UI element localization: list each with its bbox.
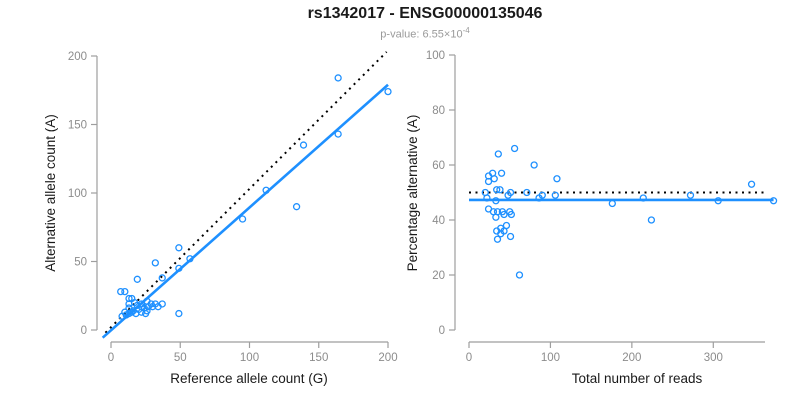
data-point (493, 235, 502, 243)
data-point (608, 199, 616, 208)
data-point (158, 274, 166, 282)
data-point (128, 308, 136, 316)
pvalue-subtitle: p-value: 6.55×10-4 (380, 26, 469, 41)
data-point (506, 188, 515, 197)
data-point (151, 259, 159, 267)
data-point (118, 312, 126, 320)
x-axis-title: Reference allele count (G) (170, 371, 328, 386)
data-point (483, 194, 491, 202)
y-tick-label: 200 (68, 51, 87, 63)
data-point (484, 177, 493, 186)
data-point (686, 191, 695, 199)
data-point (497, 169, 506, 177)
data-point (121, 287, 129, 296)
y-tick-label: 50 (74, 257, 87, 269)
x-tick-label: 200 (622, 352, 641, 364)
data-point (492, 213, 500, 221)
data-point (496, 186, 504, 194)
data-point (143, 307, 151, 315)
y-tick-label: 150 (68, 120, 87, 132)
data-point (551, 191, 559, 199)
data-point (507, 210, 515, 219)
data-point (158, 300, 166, 308)
data-point (175, 264, 183, 273)
data-point (334, 130, 342, 138)
x-tick-label: 200 (378, 352, 397, 364)
data-point (133, 301, 141, 309)
data-point (494, 150, 502, 158)
data-point (530, 161, 538, 169)
y-tick-label: 20 (432, 270, 445, 282)
data-point (497, 230, 505, 238)
identity-line (104, 51, 388, 334)
data-point (714, 197, 722, 205)
y-tick-label: 80 (432, 105, 445, 117)
data-point (510, 144, 519, 153)
y-tick-label: 0 (439, 325, 445, 337)
y-axis-title: Alternative allele count (A) (43, 114, 58, 272)
fit-line (101, 83, 389, 339)
data-point (523, 188, 531, 197)
y-tick-label: 0 (81, 325, 87, 337)
data-point (506, 232, 515, 241)
x-tick-label: 100 (240, 352, 259, 364)
x-tick-label: 300 (704, 352, 723, 364)
data-point (553, 175, 561, 183)
data-point (769, 197, 778, 205)
y-tick-label: 100 (68, 188, 87, 200)
data-point (186, 255, 194, 263)
data-point (334, 74, 342, 82)
data-point (747, 180, 756, 188)
data-point (262, 186, 270, 194)
y-tick-label: 60 (432, 160, 445, 172)
data-point (493, 186, 501, 194)
data-point (515, 271, 524, 279)
data-point (175, 244, 183, 252)
data-point (117, 287, 125, 296)
data-point (639, 194, 647, 202)
x-tick-label: 0 (466, 352, 472, 364)
data-point (500, 210, 508, 219)
pvalue-exponent: -4 (462, 26, 470, 35)
x-axis-title: Total number of reads (572, 371, 703, 386)
data-point (133, 275, 141, 283)
x-tick-label: 0 (108, 352, 114, 364)
data-point (490, 175, 498, 183)
x-tick-label: 100 (541, 352, 560, 364)
pvalue-text: p-value: 6.55×10 (380, 28, 463, 41)
y-tick-label: 40 (432, 215, 445, 227)
page-title: rs1342017 - ENSG00000135046 (307, 5, 543, 22)
data-point (299, 141, 308, 149)
data-point (647, 216, 656, 224)
x-tick-label: 50 (174, 352, 187, 364)
x-tick-label: 150 (309, 352, 328, 364)
left-allele-count-plot: 0 50 100 150 200 0 50 100 150 200 Reference allele… (43, 51, 398, 386)
data-point (384, 87, 392, 96)
y-axis-title: Percentage alternative (A) (405, 115, 420, 272)
data-point (292, 203, 301, 211)
data-point (492, 197, 500, 205)
right-percentage-plot: 0 100 200 300 0 20 40 60 80 100 Total number of re… (405, 50, 778, 386)
y-tick-label: 100 (426, 50, 445, 62)
data-point (538, 191, 546, 199)
data-point (175, 309, 183, 318)
data-point (238, 215, 247, 223)
